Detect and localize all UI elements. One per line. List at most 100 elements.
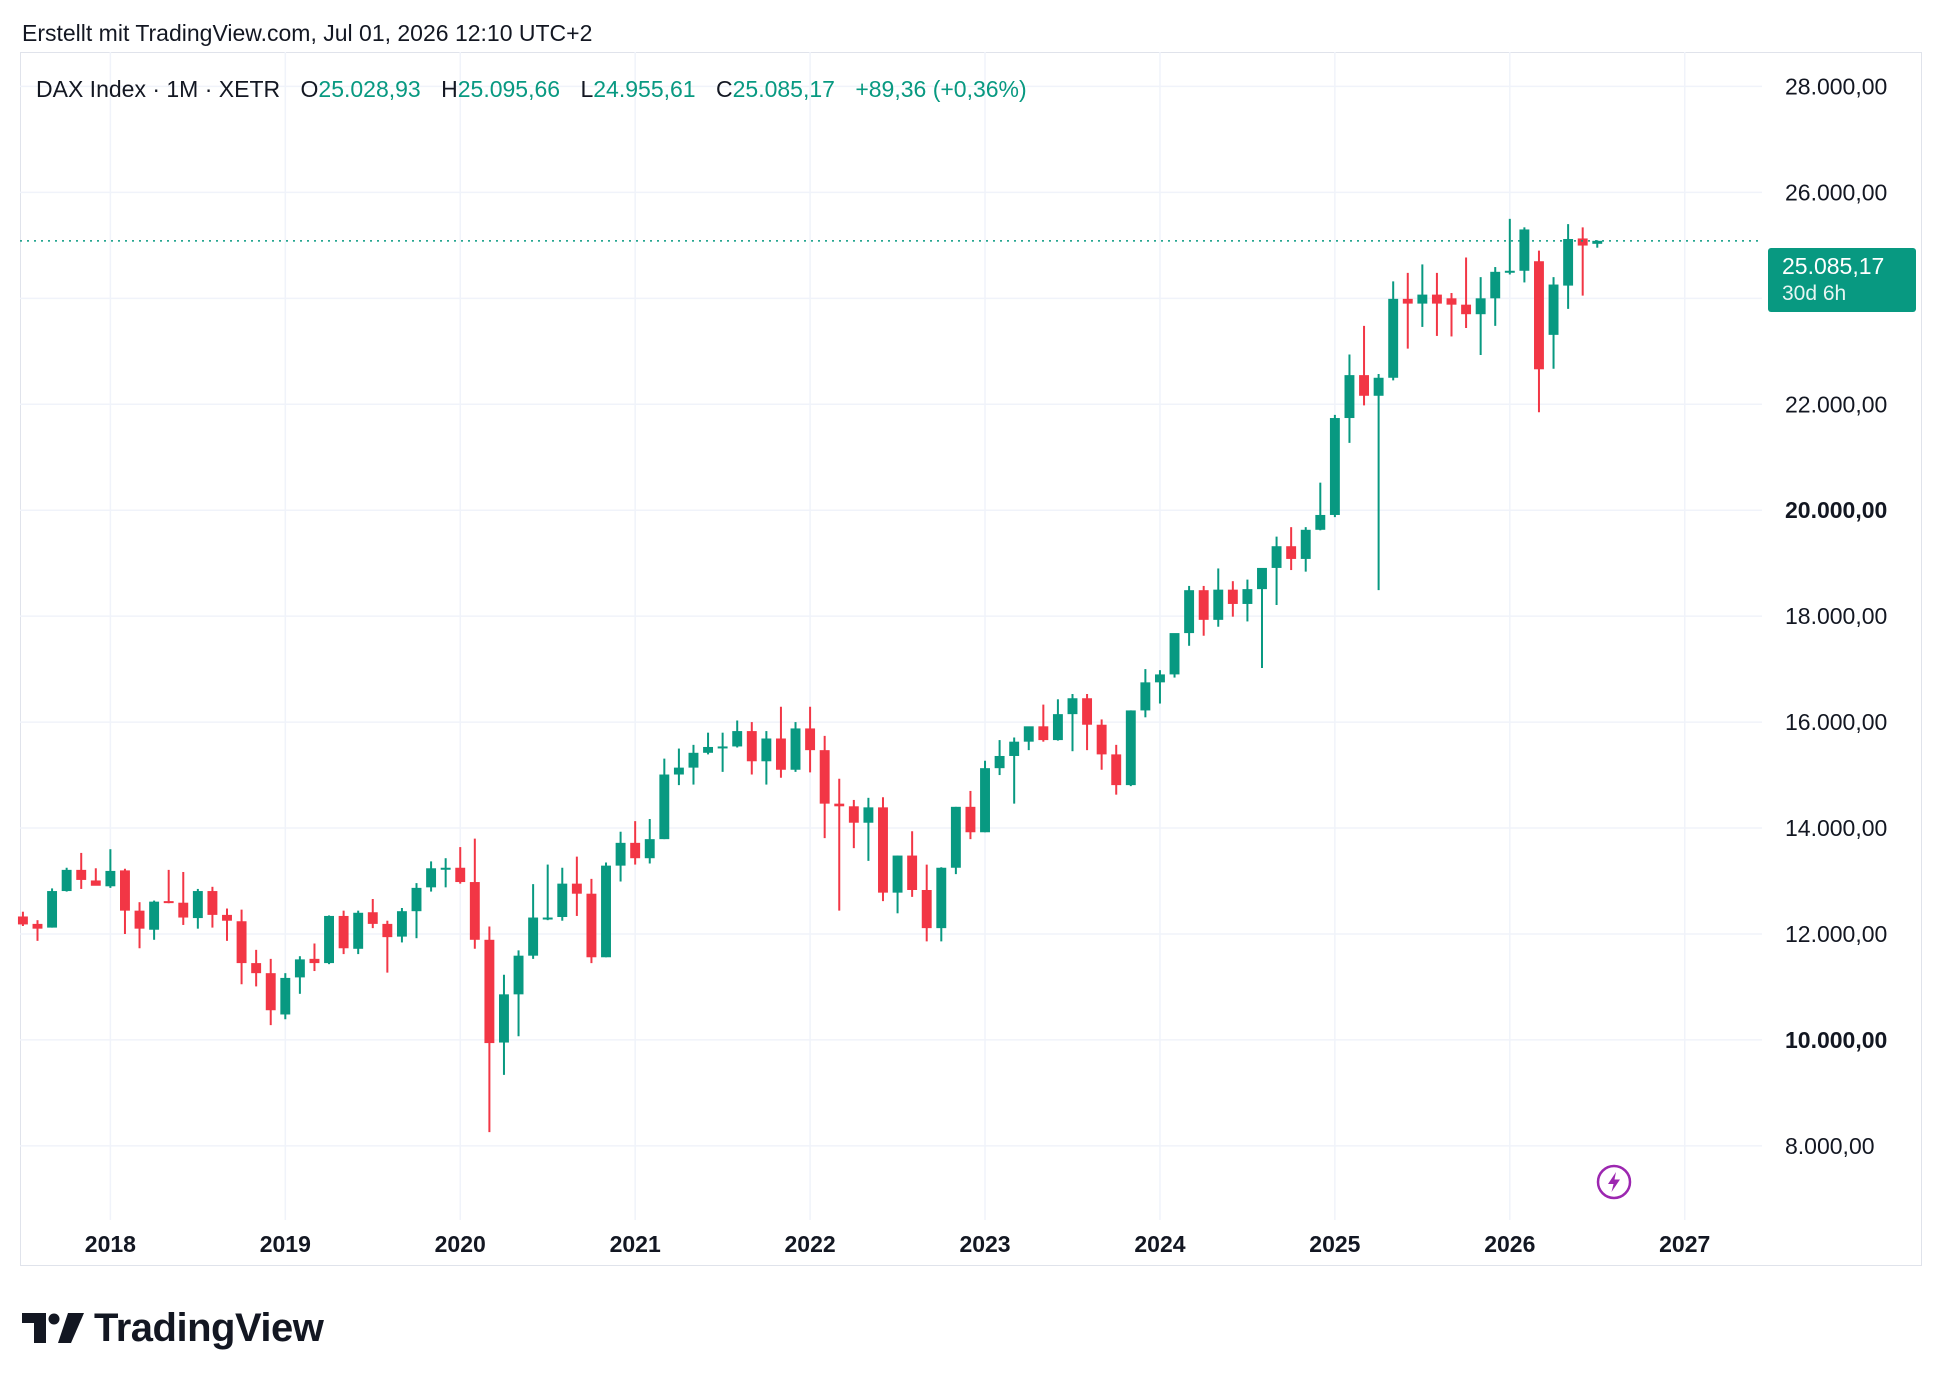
candle-body [1431,294,1442,304]
candle [1140,669,1151,718]
candle-body [1213,589,1224,620]
candle [222,908,232,941]
candle-body [673,767,684,775]
candle-body [105,870,116,887]
candle [294,956,305,994]
candle-body [1461,304,1472,315]
candle [1344,354,1355,443]
candle-body [1577,238,1588,246]
candle-body [1198,590,1209,620]
time-tick-label: 2023 [959,1231,1010,1257]
time-tick-label: 2019 [260,1231,311,1257]
candle [1359,325,1369,406]
candle [703,732,714,755]
candle-body [1184,590,1195,634]
candle [892,855,903,914]
high-label: H [441,76,458,102]
candle [761,731,772,785]
candle [163,869,174,904]
candle [1111,744,1122,795]
candle-body [950,806,961,868]
candle-body [265,973,276,1011]
candle-body [1563,238,1574,286]
candle-body [440,867,451,870]
candle [921,864,932,942]
candle [586,878,597,964]
candle [673,748,684,786]
candle-body [236,921,247,964]
candle-body [396,911,407,937]
price-tick-label: 16.000,00 [1785,709,1887,735]
candle [1038,704,1049,742]
price-tick-label: 22.000,00 [1785,391,1887,417]
candle-body [1329,418,1340,515]
candle [1563,224,1574,309]
candle [746,722,757,775]
candle-body [367,912,378,924]
candle-body [1271,546,1282,568]
time-tick-label: 2024 [1134,1231,1185,1257]
candle [280,973,291,1020]
price-tick-label: 18.000,00 [1785,603,1887,629]
candle [90,868,101,886]
candle-body [586,893,597,958]
candle [1082,694,1093,751]
candle-body [1592,240,1603,244]
lightning-icon[interactable] [1596,1164,1632,1200]
candle [1577,227,1588,296]
time-tick-label: 2022 [785,1231,836,1257]
candle-body [1344,375,1355,419]
candle-body [805,728,816,751]
candle [484,926,495,1133]
candle [965,790,976,840]
candle-body [1417,294,1428,304]
candle-body [703,746,714,753]
candle-body [1300,529,1311,559]
candle-body [382,923,393,938]
candle [1096,719,1107,770]
candle [76,852,87,889]
candle [338,910,349,955]
candle [615,831,626,882]
price-tick-label: 8.000,00 [1785,1133,1875,1159]
candle-body [819,750,830,804]
candle-body [1082,698,1093,725]
candle [134,902,145,949]
candle-body [411,887,422,912]
candle [1329,414,1340,518]
candle [324,915,334,965]
tradingview-brand[interactable]: TradingView [22,1305,324,1350]
candle-body [732,731,743,747]
candle-body [775,738,786,770]
candle-body [1548,284,1559,335]
candle [557,867,568,921]
candle-body [1257,567,1267,590]
price-tick-label: 10.000,00 [1785,1027,1887,1053]
candle [1431,272,1442,336]
price-tick-label: 14.000,00 [1785,815,1887,841]
candle [1227,581,1238,617]
candle-body [149,901,160,930]
candle-body [921,889,932,929]
candle [455,847,466,884]
last-price-value: 25.085,17 [1782,253,1885,279]
candle-body [1475,298,1486,315]
symbol-label: DAX Index · 1M · XETR [36,76,281,102]
candle [1067,694,1078,752]
candle [1213,568,1224,627]
price-tick-label: 20.000,00 [1785,497,1887,523]
low-label: L [580,76,594,102]
candle [1519,227,1530,283]
candle [1446,293,1457,337]
candle [105,849,116,888]
candle-body [630,842,641,859]
brand-name: TradingView [94,1305,324,1350]
last-price-badge: 25.085,17 30d 6h [1768,248,1916,312]
candle [367,898,378,929]
candle [207,886,218,928]
candle-body [1111,754,1122,786]
candle-body [1359,375,1369,396]
candle [120,868,130,934]
candle-body [469,882,480,940]
